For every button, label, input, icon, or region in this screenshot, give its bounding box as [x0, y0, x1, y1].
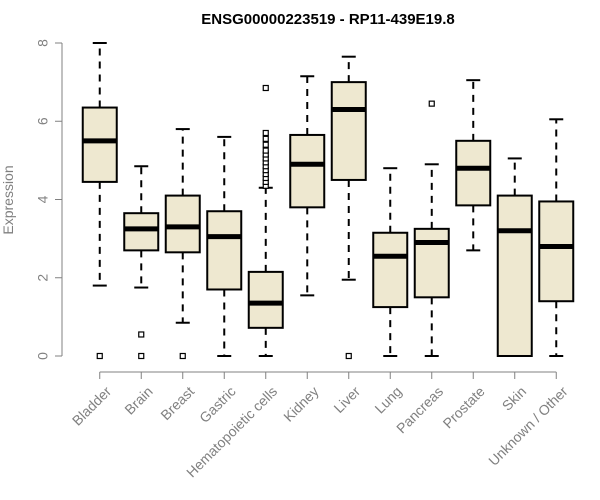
box-pancreas: [413, 100, 450, 357]
x-tick-label: Lung: [371, 383, 404, 416]
outlier-point: [138, 331, 145, 338]
outlier-point: [262, 84, 269, 92]
box-bladder: [81, 42, 118, 360]
box-gastric: [206, 135, 243, 357]
box-skin: [496, 157, 533, 357]
outlier-point: [262, 141, 269, 148]
outlier-point: [179, 352, 186, 360]
boxes-group: [81, 42, 575, 360]
box-liver: [330, 55, 367, 360]
box-brain: [123, 165, 160, 360]
y-axis-label: Expression: [0, 165, 16, 234]
outlier-point: [262, 135, 269, 142]
y-tick-label: 0: [35, 352, 51, 360]
outlier-point: [345, 352, 352, 360]
x-tick-label: Liver: [330, 383, 363, 416]
y-tick-label: 4: [35, 195, 51, 203]
box-iqr: [164, 194, 201, 254]
y-axis: 0 2 4 6 8: [35, 39, 63, 360]
y-tick-label: 8: [35, 39, 51, 47]
box-iqr: [123, 212, 160, 252]
chart-title: ENSG00000223519 - RP11-439E19.8: [201, 11, 455, 28]
box-hematopoietic-cells: [247, 84, 284, 357]
outlier-point: [262, 129, 269, 137]
y-tick-label: 6: [35, 117, 51, 125]
y-tick-label: 2: [35, 274, 51, 282]
outlier-point: [96, 352, 103, 360]
x-tick-label: Kidney: [280, 383, 322, 425]
box-iqr: [496, 194, 533, 357]
x-tick-label: Prostate: [440, 383, 488, 431]
x-tick-label: Skin: [499, 383, 530, 414]
outlier-point: [262, 147, 269, 154]
x-tick-label: Brain: [121, 383, 155, 417]
box-iqr: [455, 139, 492, 207]
x-tick-label: Unknown / Other: [485, 383, 571, 469]
box-breast: [164, 128, 201, 360]
box-prostate: [455, 79, 492, 252]
box-iqr: [206, 210, 243, 291]
box-iqr: [81, 106, 118, 183]
outlier-point: [138, 352, 145, 360]
box-iqr: [247, 270, 284, 329]
box-iqr: [372, 231, 409, 309]
box-iqr: [289, 133, 326, 209]
outlier-point: [428, 100, 435, 107]
box-iqr: [413, 227, 450, 299]
box-iqr: [538, 200, 575, 303]
box-lung: [372, 167, 409, 357]
box-kidney: [289, 75, 326, 297]
box-unknown-other: [538, 118, 575, 357]
x-tick-label: Breast: [157, 383, 197, 423]
box-iqr: [330, 81, 367, 181]
x-tick-label: Bladder: [69, 383, 115, 429]
